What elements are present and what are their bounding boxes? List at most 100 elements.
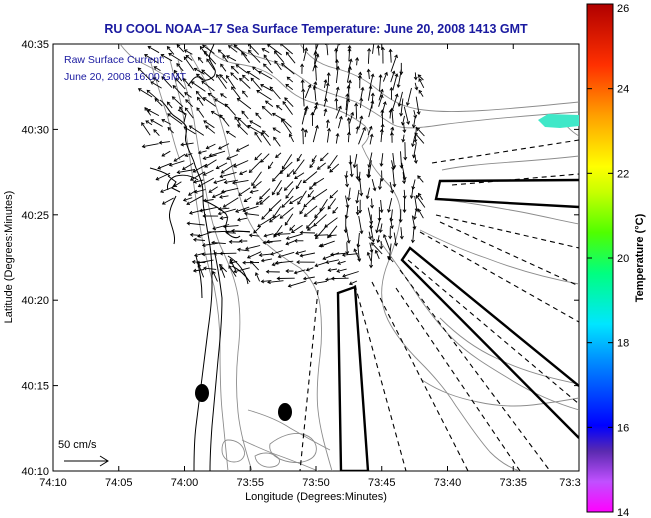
current-vector: [319, 198, 328, 212]
current-vector: [390, 209, 393, 222]
current-vector: [367, 126, 372, 136]
current-vector-head: [167, 127, 172, 131]
current-vector-head: [370, 204, 374, 209]
current-vector: [202, 44, 215, 54]
current-vector: [153, 66, 161, 71]
current-vector: [336, 268, 347, 272]
current-vector: [306, 216, 318, 229]
current-vector-head: [197, 263, 202, 268]
current-vector: [287, 76, 294, 83]
current-vector-head: [220, 93, 224, 97]
current-vector: [221, 163, 237, 174]
y-tick-label: 40:10: [21, 466, 49, 478]
current-vector-head: [334, 47, 339, 52]
current-vector-head: [354, 102, 359, 107]
current-vector-head: [288, 133, 293, 138]
current-vector-head: [300, 127, 305, 132]
current-vector: [413, 116, 416, 128]
current-vector: [241, 52, 250, 63]
current-vector-head: [249, 260, 254, 265]
current-vector-head: [168, 162, 173, 167]
current-vector-head: [302, 38, 305, 41]
current-vector-head: [261, 130, 266, 134]
current-vector-head: [413, 160, 418, 164]
current-vector: [358, 127, 366, 145]
current-vector: [301, 107, 307, 125]
current-vector: [270, 250, 283, 255]
current-vector-head: [312, 85, 317, 89]
current-vector-head: [348, 281, 353, 286]
current-vector: [416, 127, 425, 137]
current-vector: [198, 264, 205, 278]
current-vector: [335, 106, 342, 119]
current-vector-head: [320, 243, 324, 248]
current-vector: [349, 112, 354, 124]
current-vector: [193, 163, 208, 173]
current-vector-head: [318, 39, 321, 42]
x-tick-label: 74:00: [171, 477, 199, 489]
current-vector-head: [216, 73, 220, 78]
current-vector-head: [415, 194, 420, 199]
current-vector: [153, 77, 160, 83]
current-vector-head: [313, 64, 318, 69]
current-vector: [417, 209, 424, 219]
current-vector-head: [186, 201, 191, 206]
current-vector-head: [189, 177, 194, 181]
current-vector-head: [219, 263, 223, 268]
current-vector: [216, 74, 227, 89]
current-vector: [260, 84, 273, 92]
current-vector: [242, 74, 250, 82]
current-vector-head: [370, 73, 375, 78]
current-vector: [183, 126, 196, 135]
current-vector: [264, 233, 274, 237]
current-vector: [397, 69, 402, 88]
current-vector-head: [338, 115, 343, 120]
current-vector-head: [413, 76, 418, 81]
current-vector-head: [399, 235, 404, 240]
current-vector-head: [336, 268, 341, 273]
current-vector-head: [197, 234, 201, 238]
current-vector: [169, 160, 185, 166]
current-vector: [185, 55, 193, 61]
current-vector: [219, 114, 230, 127]
current-vector-head: [315, 53, 320, 58]
current-vector: [138, 88, 153, 98]
current-vector: [221, 187, 239, 193]
current-vector: [173, 153, 186, 162]
current-vector-head: [314, 124, 319, 129]
current-vector: [206, 143, 216, 149]
current-vector: [335, 133, 339, 144]
current-vector: [258, 71, 273, 80]
current-vector-head: [348, 58, 353, 63]
current-vector-head: [327, 127, 332, 132]
current-vector-head: [394, 93, 399, 98]
current-vector-head: [346, 98, 351, 103]
current-vector-head: [154, 98, 159, 102]
current-vector-head: [306, 227, 311, 231]
current-vector-head: [247, 44, 252, 47]
current-vector: [368, 100, 374, 118]
current-vector: [311, 155, 317, 162]
current-vector-head: [153, 129, 157, 133]
current-vector-head: [325, 260, 330, 265]
current-vector-head: [168, 52, 172, 57]
y-tick-label: 40:15: [21, 381, 49, 393]
current-vector: [378, 89, 383, 101]
current-vector: [367, 86, 372, 101]
current-vector-head: [241, 51, 245, 56]
current-vector-head: [313, 281, 318, 285]
current-vector-head: [411, 143, 415, 148]
current-vector: [359, 177, 362, 196]
current-vector: [314, 206, 325, 218]
current-vector: [392, 168, 396, 187]
current-vector-head: [368, 236, 373, 240]
current-vector-head: [380, 109, 385, 113]
current-vector-head: [347, 47, 352, 52]
current-vector-head: [346, 117, 351, 121]
current-vector-head: [213, 251, 217, 256]
current-vector: [239, 78, 251, 89]
current-vector: [418, 78, 425, 89]
current-vector-head: [285, 51, 290, 56]
current-vector-head: [311, 158, 316, 163]
current-vector: [305, 106, 308, 115]
